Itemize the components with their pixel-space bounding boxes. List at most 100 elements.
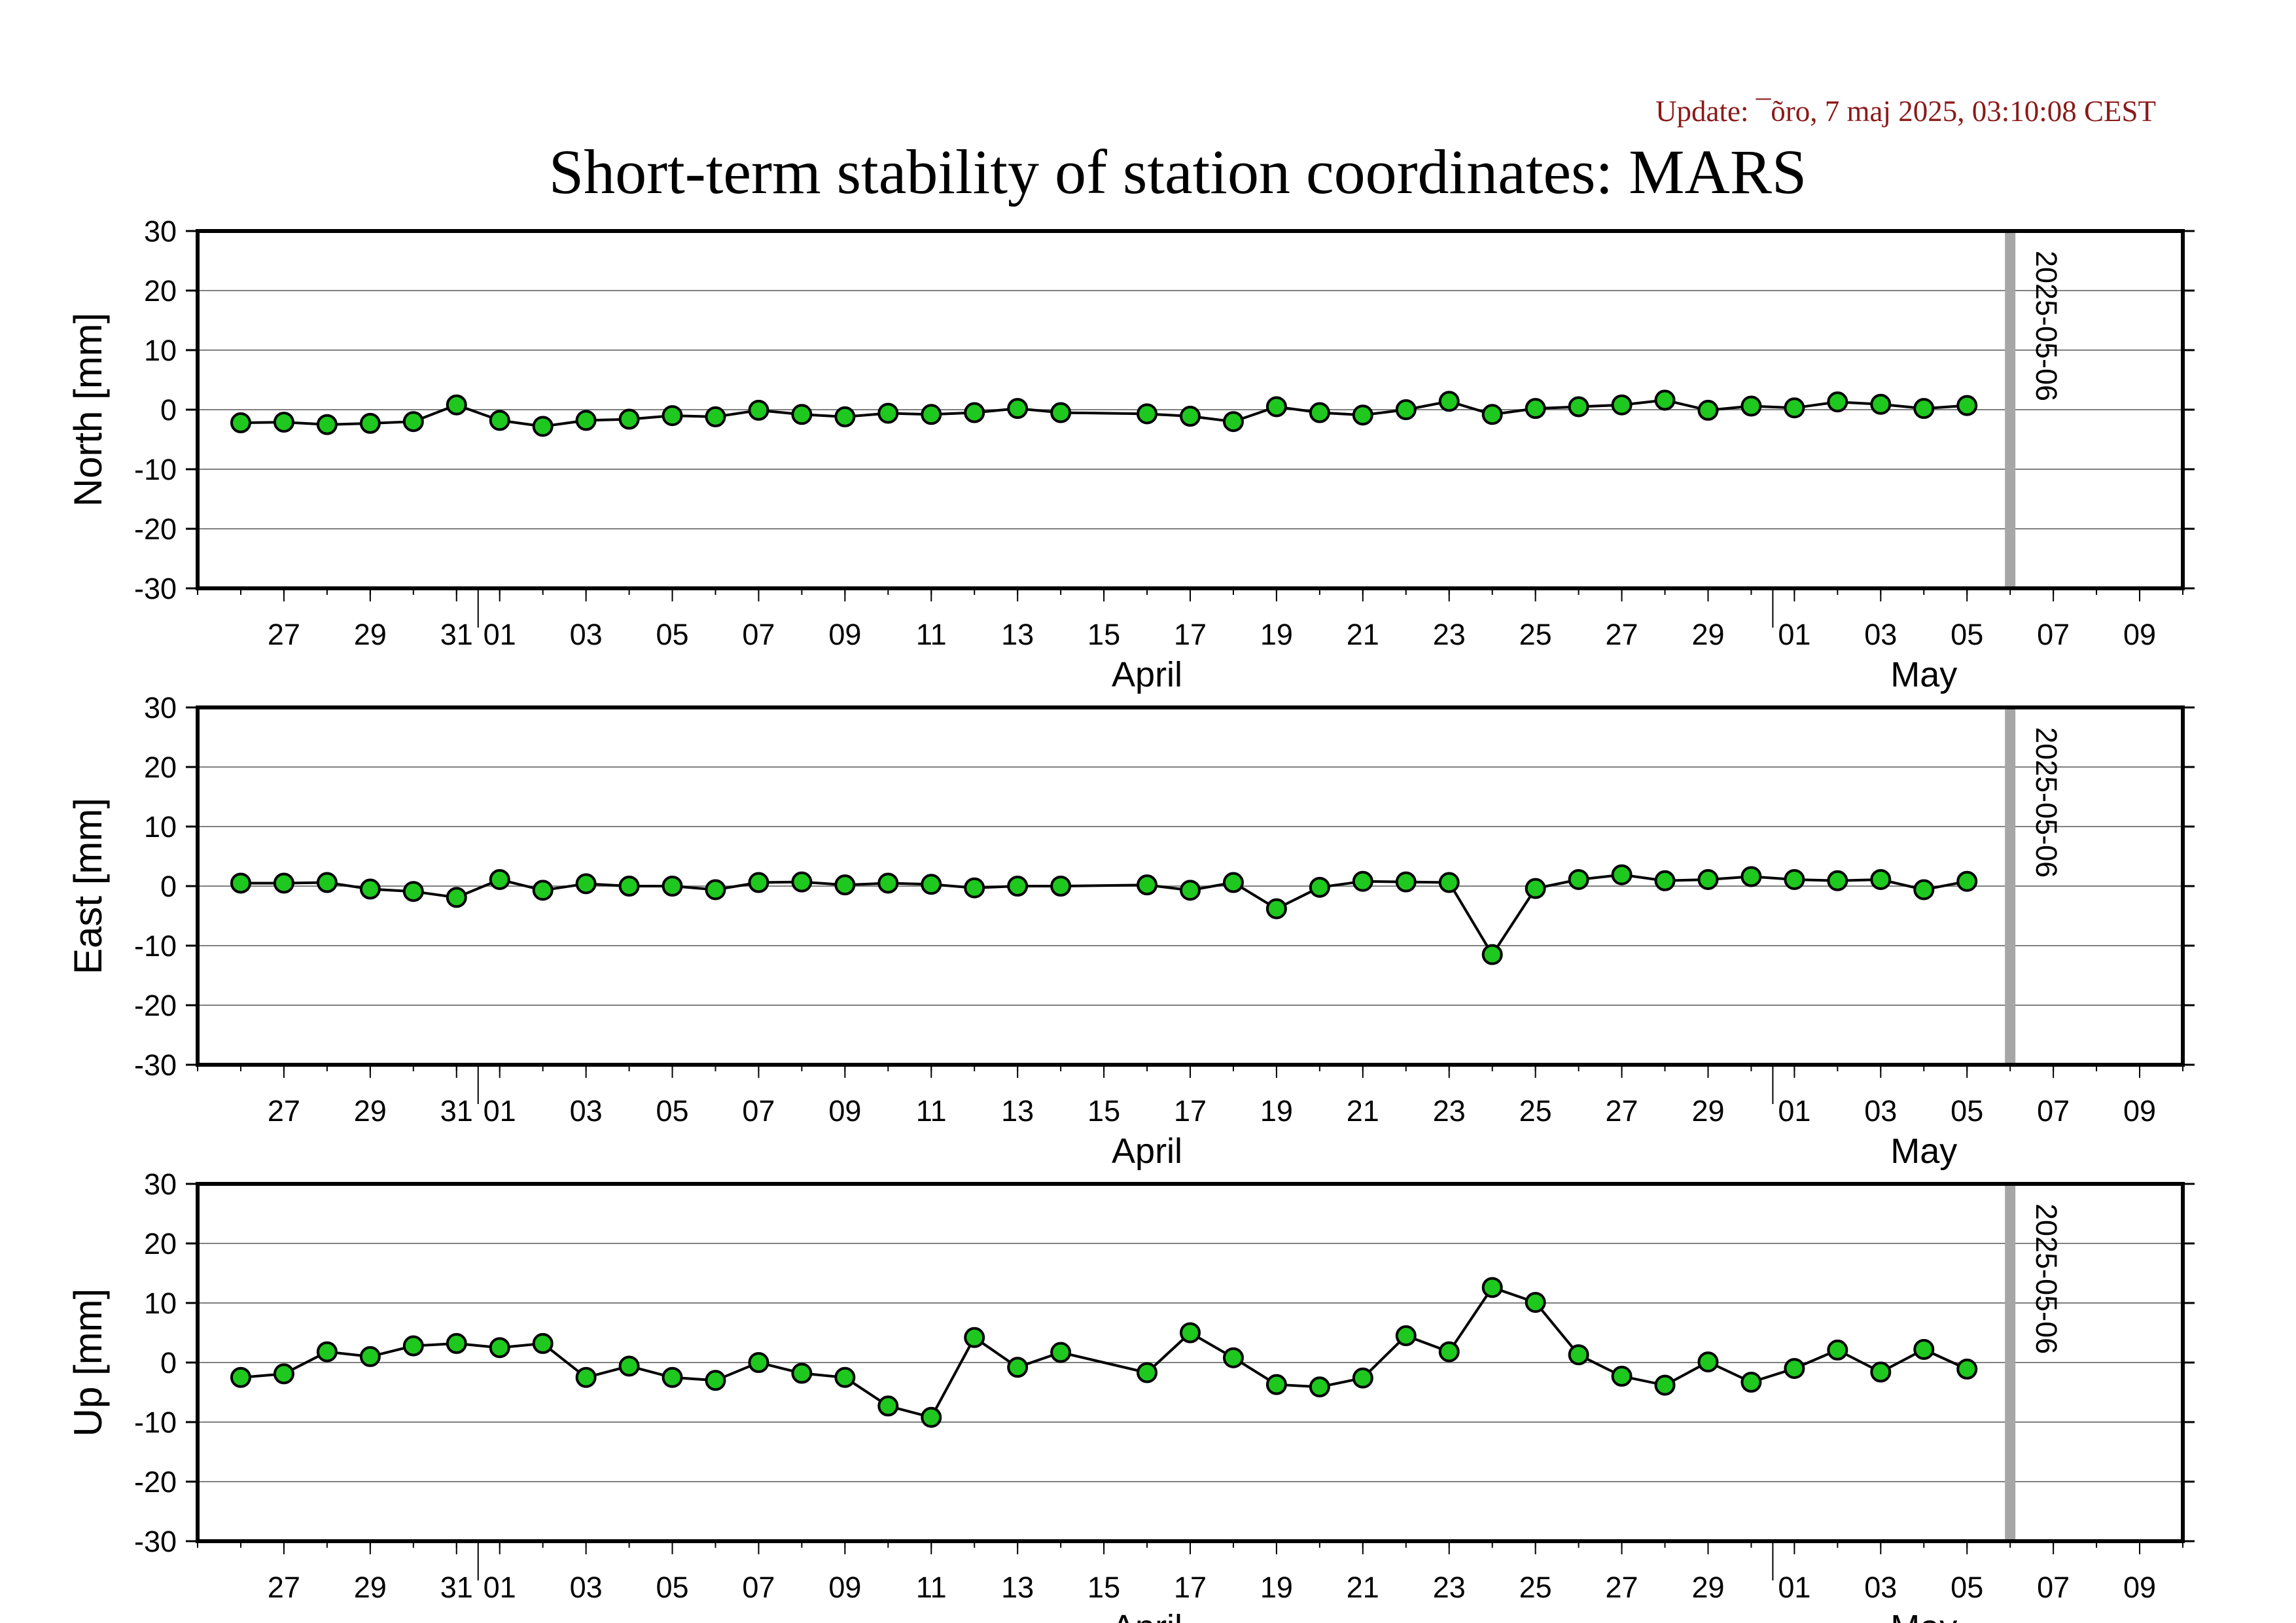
data-point <box>1611 394 1633 416</box>
x-tick-label: 23 <box>1433 1094 1466 1128</box>
data-point <box>1697 868 1719 890</box>
data-point <box>1352 870 1373 892</box>
y-tick-label: 10 <box>144 1287 177 1320</box>
data-point <box>1007 876 1029 897</box>
data-point <box>402 881 424 902</box>
data-point <box>273 1363 294 1385</box>
x-tick-label: 21 <box>1347 1094 1379 1128</box>
data-point <box>1913 1338 1935 1360</box>
data-point <box>964 402 985 423</box>
y-tick-label: -10 <box>134 929 177 963</box>
x-tick-label: 05 <box>1951 618 1983 651</box>
data-point <box>402 1335 424 1357</box>
data-point <box>1137 874 1158 896</box>
x-tick-label: 01 <box>484 1571 516 1604</box>
x-tick-label: 03 <box>1864 1571 1897 1604</box>
data-point <box>1007 1357 1029 1378</box>
month-label: April <box>1112 655 1182 694</box>
x-tick-label: 29 <box>1691 618 1724 651</box>
data-point <box>1956 870 1978 892</box>
data-point <box>1180 1322 1201 1344</box>
data-point <box>1740 866 1762 887</box>
x-tick-label: 21 <box>1347 1571 1379 1604</box>
x-tick-label: 15 <box>1087 618 1120 651</box>
data-point <box>834 1366 856 1388</box>
x-tick-label: 05 <box>1951 1094 1983 1128</box>
x-tick-label: 25 <box>1519 1571 1552 1604</box>
data-point <box>1395 1325 1417 1347</box>
data-point <box>877 1395 899 1417</box>
data-point <box>532 880 554 901</box>
data-point <box>1007 398 1029 419</box>
data-point <box>575 410 597 431</box>
x-tick-label: 01 <box>484 618 516 651</box>
x-tick-label: 27 <box>1606 618 1638 651</box>
data-point <box>575 1366 597 1388</box>
month-label: May <box>1890 655 1957 694</box>
x-tick-label: 03 <box>570 1094 603 1128</box>
data-point <box>1438 1341 1460 1363</box>
data-point <box>1827 391 1848 413</box>
data-point <box>1352 1367 1373 1389</box>
data-point <box>1654 870 1676 891</box>
data-point <box>1913 398 1935 419</box>
y-axis-label: North [mm] <box>66 313 110 507</box>
data-point <box>921 874 942 895</box>
data-point <box>316 1341 338 1363</box>
y-tick-label: 30 <box>144 215 177 248</box>
x-tick-label: 07 <box>2037 1094 2070 1128</box>
data-point <box>1265 1374 1287 1395</box>
x-tick-label: 03 <box>570 1571 603 1604</box>
data-point <box>316 872 338 893</box>
data-point <box>834 874 856 896</box>
y-tick-label: 20 <box>144 751 177 784</box>
x-tick-label: 29 <box>1691 1571 1724 1604</box>
y-tick-label: 0 <box>160 393 177 427</box>
data-point <box>489 410 510 431</box>
data-point <box>1525 878 1546 899</box>
data-point <box>1697 1351 1719 1373</box>
data-point <box>1438 391 1460 412</box>
x-tick-label: 09 <box>2123 1571 2156 1604</box>
data-point <box>1222 411 1244 433</box>
x-tick-label: 27 <box>1606 1571 1638 1604</box>
x-tick-label: 11 <box>916 1094 947 1128</box>
y-tick-label: 0 <box>160 1346 177 1380</box>
x-tick-label: 29 <box>1691 1094 1724 1128</box>
y-tick-label: 20 <box>144 1227 177 1260</box>
data-point <box>1870 1361 1892 1383</box>
data-point <box>618 876 640 897</box>
data-point <box>1438 872 1460 893</box>
data-point <box>1740 1372 1762 1393</box>
data-point <box>575 873 597 895</box>
data-point <box>662 876 683 897</box>
data-point <box>1956 1359 1978 1380</box>
x-tick-label: 31 <box>440 618 473 651</box>
x-tick-label: 29 <box>354 618 387 651</box>
x-tick-label: 03 <box>1864 618 1897 651</box>
y-tick-label: 20 <box>144 274 177 308</box>
data-point <box>1050 876 1072 897</box>
data-point <box>1611 864 1633 885</box>
x-tick-label: 17 <box>1174 1094 1207 1128</box>
panel-east: 2025-05-06 30 20 10 0 -10 -20 -30 East [mm] 27 29 3… <box>66 691 2195 1171</box>
data-point <box>921 1406 942 1428</box>
x-tick-label: 07 <box>742 1571 775 1604</box>
x-tick-label: 19 <box>1260 1094 1293 1128</box>
data-point <box>1050 1342 1072 1363</box>
x-tick-label: 23 <box>1433 1571 1466 1604</box>
y-axis-label: East [mm] <box>66 798 110 974</box>
data-point <box>1395 871 1417 893</box>
data-point <box>532 1332 554 1354</box>
x-tick-label: 09 <box>2123 1094 2156 1128</box>
x-tick-label: 29 <box>354 1094 387 1128</box>
x-tick-label: 03 <box>570 618 603 651</box>
panels-group: 2025-05-06 30 20 10 0 -10 -20 -30 North [mm] 27 29… <box>66 215 2195 1623</box>
data-point <box>359 412 381 434</box>
update-timestamp: Update: ¯õro, 7 maj 2025, 03:10:08 CEST <box>1655 95 2156 128</box>
data-point <box>705 1370 726 1391</box>
data-point <box>1481 404 1503 425</box>
x-tick-label: 09 <box>828 618 861 651</box>
x-tick-label: 31 <box>440 1571 473 1604</box>
